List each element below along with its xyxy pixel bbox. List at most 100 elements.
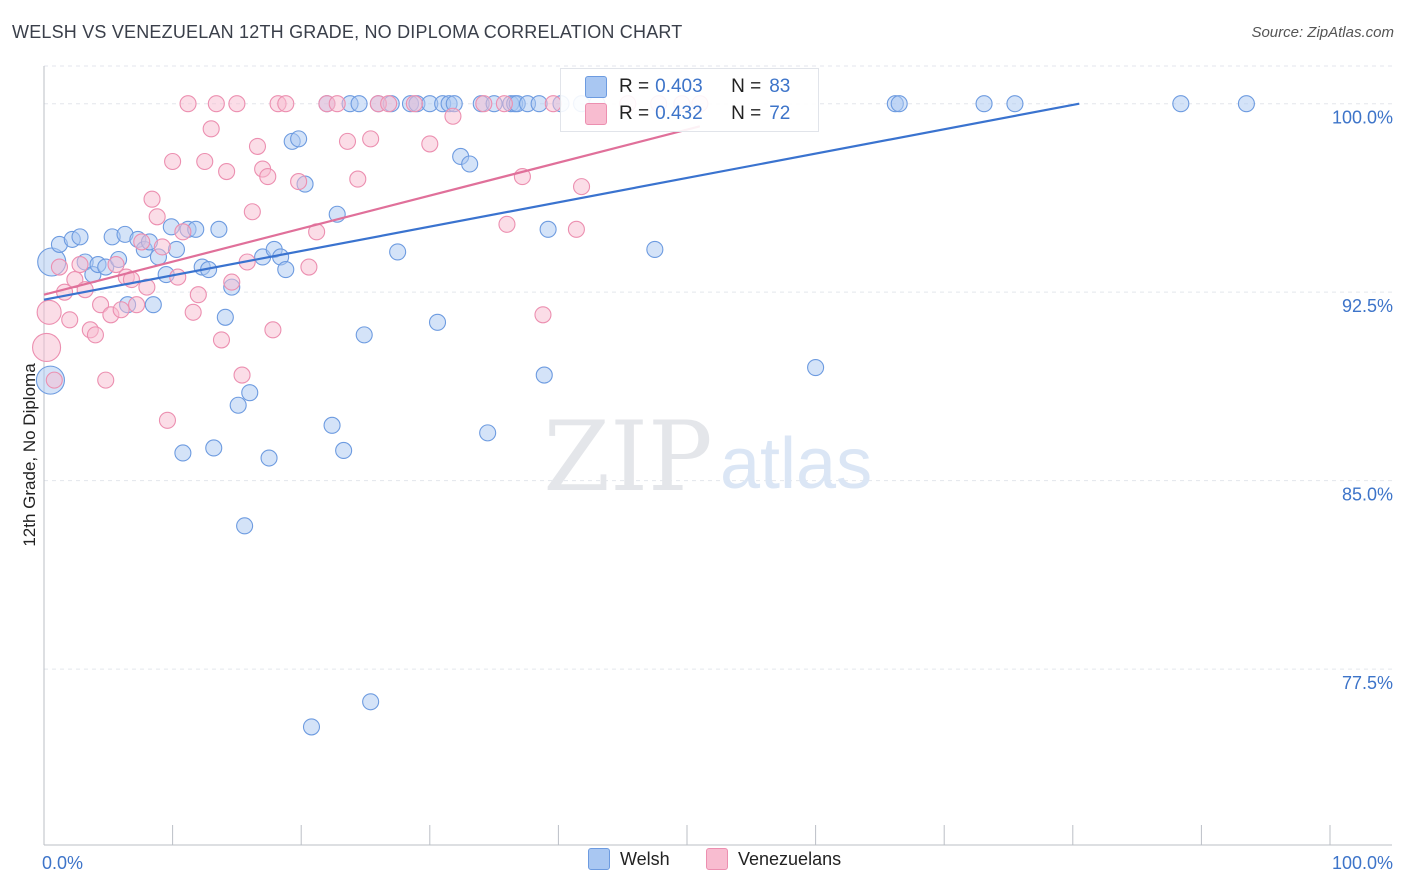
welsh-point[interactable]: [350, 95, 368, 113]
venezuelans-point[interactable]: [212, 331, 231, 349]
welsh-point[interactable]: [461, 155, 479, 173]
welsh-point[interactable]: [428, 313, 447, 331]
legend-item-welsh[interactable]: Welsh: [588, 848, 670, 870]
venezuelans-point[interactable]: [207, 95, 225, 113]
welsh-point[interactable]: [335, 441, 353, 460]
welsh-point[interactable]: [290, 130, 308, 148]
venezuelans-point[interactable]: [169, 268, 187, 286]
venezuelans-point[interactable]: [164, 152, 182, 171]
welsh-point[interactable]: [277, 260, 295, 279]
legend-label-venezuelans: Venezuelans: [738, 848, 842, 869]
y-tick-label: 85.0%: [1342, 485, 1393, 505]
venezuelans-point[interactable]: [179, 95, 197, 113]
venezuelans-point[interactable]: [92, 296, 110, 314]
n-label: N =: [731, 76, 762, 97]
venezuelans-point[interactable]: [143, 190, 161, 208]
welsh-point[interactable]: [646, 240, 664, 258]
welsh-point[interactable]: [241, 384, 259, 402]
venezuelans-point[interactable]: [61, 311, 79, 329]
venezuelans-point[interactable]: [444, 107, 462, 125]
welsh-point[interactable]: [205, 439, 223, 457]
venezuelans-point[interactable]: [405, 95, 423, 113]
welsh-point[interactable]: [355, 326, 373, 344]
venezuelans-point[interactable]: [133, 233, 151, 251]
venezuelans-point[interactable]: [174, 223, 192, 241]
watermark-atlas: atlas: [720, 424, 872, 504]
venezuelans-point[interactable]: [362, 130, 380, 148]
venezuelans-point[interactable]: [223, 273, 241, 291]
grid-lines: [44, 65, 1392, 670]
venezuelans-point[interactable]: [544, 95, 562, 113]
r-label: R =: [619, 76, 650, 97]
welsh-point[interactable]: [144, 296, 162, 314]
venezuelans-point[interactable]: [300, 258, 318, 276]
venezuelans-point[interactable]: [107, 255, 125, 274]
venezuelans-point[interactable]: [218, 162, 236, 181]
y-tick-label: 92.5%: [1342, 296, 1393, 316]
welsh-point[interactable]: [479, 424, 497, 442]
welsh-point[interactable]: [323, 416, 341, 434]
welsh-point[interactable]: [302, 718, 321, 736]
venezuelans-point[interactable]: [259, 168, 277, 186]
venezuelans-point[interactable]: [328, 95, 346, 113]
venezuelans-point[interactable]: [36, 299, 62, 325]
venezuelans-point[interactable]: [86, 326, 104, 344]
venezuelans-point[interactable]: [32, 332, 62, 362]
welsh-swatch: [585, 76, 607, 98]
welsh-point[interactable]: [216, 308, 234, 326]
venezuelans-point[interactable]: [233, 366, 251, 384]
venezuelans-point[interactable]: [71, 255, 89, 274]
welsh-point[interactable]: [389, 243, 407, 261]
venezuelans-point[interactable]: [158, 411, 177, 429]
venezuelans-point[interactable]: [50, 258, 68, 276]
venezuelans-point[interactable]: [475, 95, 493, 113]
venezuelans-point[interactable]: [495, 95, 513, 113]
welsh-point[interactable]: [807, 358, 825, 377]
welsh-point[interactable]: [975, 95, 993, 113]
venezuelans-point[interactable]: [153, 238, 171, 256]
venezuelans-point[interactable]: [498, 215, 516, 233]
welsh-point[interactable]: [1237, 95, 1255, 113]
welsh-point[interactable]: [260, 449, 278, 467]
welsh-point[interactable]: [535, 366, 553, 384]
venezuelans-point[interactable]: [189, 286, 207, 304]
venezuelans-point[interactable]: [338, 132, 357, 150]
legend-item-venezuelans[interactable]: Venezuelans: [706, 848, 841, 870]
watermark-zip: ZIP: [543, 401, 712, 513]
venezuelans-point[interactable]: [380, 95, 398, 113]
welsh-point[interactable]: [1172, 95, 1190, 113]
venezuelans-point[interactable]: [196, 152, 214, 171]
venezuelans-point[interactable]: [97, 371, 115, 389]
welsh-trend-line: [43, 102, 1080, 301]
welsh-point[interactable]: [236, 517, 254, 535]
venezuelans-swatch: [585, 103, 607, 125]
venezuelans-point[interactable]: [290, 173, 308, 191]
venezuelans-point[interactable]: [421, 135, 439, 153]
venezuelans-point[interactable]: [148, 208, 166, 226]
welsh-point[interactable]: [167, 240, 186, 258]
venezuelans-point[interactable]: [572, 178, 591, 196]
venezuelans-point[interactable]: [567, 220, 585, 238]
venezuelans-point[interactable]: [228, 95, 246, 113]
venezuelans-point[interactable]: [264, 321, 282, 339]
welsh-point[interactable]: [362, 693, 380, 711]
venezuelans-point[interactable]: [112, 301, 130, 319]
venezuelans-point[interactable]: [349, 170, 367, 188]
welsh-point[interactable]: [210, 220, 228, 238]
tick-labels: 77.5% 85.0% 92.5% 100.0% 0.0% 100.0%: [42, 108, 1393, 873]
welsh-point[interactable]: [890, 95, 908, 113]
welsh-point[interactable]: [539, 220, 557, 238]
venezuelans-point[interactable]: [277, 95, 295, 113]
venezuelans-point[interactable]: [202, 120, 220, 138]
chart-title: WELSH VS VENEZUELAN 12TH GRADE, NO DIPLO…: [12, 22, 683, 42]
venezuelans-point[interactable]: [128, 296, 146, 314]
venezuelans-point[interactable]: [248, 137, 267, 155]
welsh-point[interactable]: [1006, 95, 1024, 113]
venezuelans-point[interactable]: [45, 371, 63, 389]
welsh-point[interactable]: [71, 228, 89, 246]
venezuelans-point[interactable]: [534, 306, 552, 324]
welsh-point[interactable]: [229, 396, 247, 414]
venezuelans-point[interactable]: [243, 203, 261, 221]
welsh-point[interactable]: [174, 444, 192, 462]
venezuelans-point[interactable]: [184, 303, 202, 321]
